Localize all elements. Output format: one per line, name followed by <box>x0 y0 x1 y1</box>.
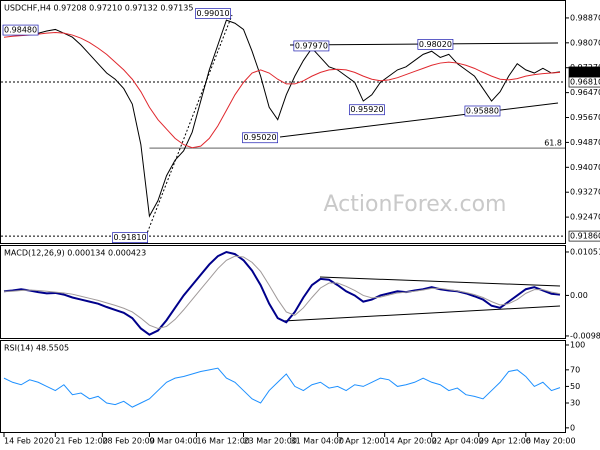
x-tick-label: 31 Mar 04:00 <box>291 437 344 446</box>
y-tick-label: 0.00 <box>570 291 588 300</box>
x-tick-label: 9 Mar 04:00 <box>149 437 197 446</box>
series-line <box>4 255 561 330</box>
main-panel <box>0 0 566 244</box>
y-tick-label: 0.98070 <box>570 38 600 47</box>
label-box <box>568 66 600 78</box>
label-box <box>293 40 330 52</box>
x-tick-label: 14 Apr 20:00 <box>385 437 437 446</box>
label-box <box>2 24 39 36</box>
annotation: 0.98020 <box>419 40 452 49</box>
y-tick-label: 70 <box>570 365 580 374</box>
y-tick-label: 0.93270 <box>570 188 600 197</box>
series-line <box>3 250 561 336</box>
x-tick-label: 16 Mar 12:00 <box>196 437 249 446</box>
label-box <box>242 132 278 144</box>
fib-line <box>145 14 233 237</box>
trendline <box>279 102 559 138</box>
y-tick-label: 30 <box>570 398 580 407</box>
y-tick-label: 0.94070 <box>570 163 600 172</box>
x-tick-label: 6 May 20:00 <box>526 437 576 446</box>
macd-title: MACD(12,26,9) 0.000134 0.000423 <box>4 249 146 258</box>
last-price: 0.97135 <box>570 67 600 76</box>
level-label: 0.91860 <box>570 232 600 241</box>
macd-panel <box>0 245 566 339</box>
label-box <box>417 39 454 50</box>
fib-label: 61.8 <box>544 139 562 148</box>
y-tick-label: 0.98870 <box>570 13 600 22</box>
y-tick-label: 50 <box>570 382 580 391</box>
label-box <box>568 230 600 242</box>
rsi-title: RSI(14) 48.5505 <box>4 344 69 353</box>
y-tick-label: 0.95670 <box>570 113 600 122</box>
series-line <box>3 367 561 408</box>
series-line <box>3 32 561 149</box>
y-tick-label: 0 <box>570 423 575 432</box>
annotation: 0.91810 <box>113 233 146 242</box>
level-label: 0.96810 <box>570 78 600 87</box>
annotation: 0.95020 <box>244 133 277 142</box>
annotation: 0.99010 <box>196 9 229 18</box>
series-line <box>3 19 561 218</box>
annotation: 0.95920 <box>350 105 383 114</box>
x-tick-label: 28 Feb 20:00 <box>102 437 154 446</box>
x-tick-label: 22 Apr 04:00 <box>432 437 484 446</box>
label-box <box>349 104 385 116</box>
rsi-panel <box>0 340 566 433</box>
label-box <box>195 8 231 19</box>
y-tick-label: 0.92470 <box>570 213 600 222</box>
y-tick-label: 0.96470 <box>570 88 600 97</box>
x-tick-label: 21 Feb 12:00 <box>55 437 107 446</box>
label-box <box>112 232 148 243</box>
annotation: 0.98480 <box>4 26 37 35</box>
y-tick-label: 0.94870 <box>570 138 600 147</box>
y-tick-label: 100 <box>570 340 585 349</box>
chart-title: USDCHF,H4 0.97208 0.97210 0.97132 0.9713… <box>4 4 193 13</box>
trendline <box>319 276 561 287</box>
x-tick-label: 7 Apr 12:00 <box>338 437 385 446</box>
label-box <box>464 105 501 117</box>
annotation: 0.95880 <box>466 106 499 115</box>
watermark: ActionForex.com <box>324 192 507 217</box>
x-tick-label: 29 Apr 12:00 <box>479 437 531 446</box>
y-tick-label: 0.010513 <box>570 247 600 256</box>
x-tick-label: 14 Feb 2020 <box>4 437 54 446</box>
x-tick-label: 23 Mar 20:00 <box>244 437 297 446</box>
annotation: 0.97970 <box>295 41 328 50</box>
trendline <box>282 305 561 322</box>
y-tick-label: -0.009804 <box>570 331 600 340</box>
